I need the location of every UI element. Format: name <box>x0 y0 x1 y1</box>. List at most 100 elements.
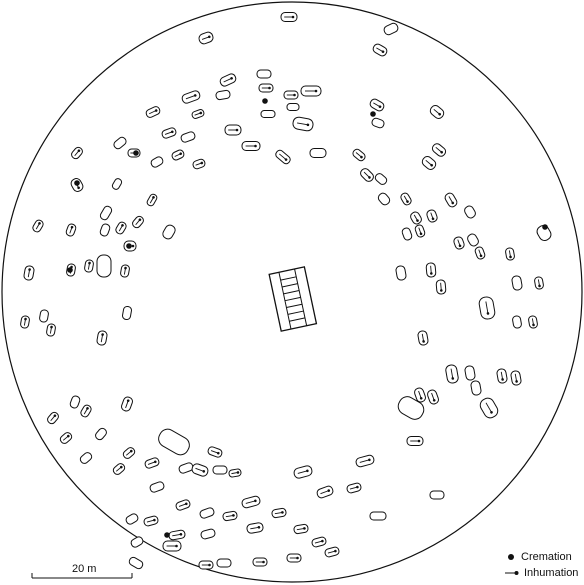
cremation-dot-icon <box>508 554 514 560</box>
grave-outline <box>425 262 437 278</box>
grave-outline <box>479 397 499 419</box>
grave-outline <box>216 558 232 568</box>
grave-outline <box>406 436 424 446</box>
grave-outline <box>96 330 108 346</box>
grave-outline <box>180 131 196 143</box>
grave-outline <box>286 553 302 563</box>
legend: Cremation Inhumation <box>505 549 578 581</box>
grave-outline <box>324 546 340 558</box>
grave-outline <box>69 395 81 409</box>
grave-outline <box>528 315 538 329</box>
grave-outline <box>467 233 479 247</box>
grave-outline <box>293 523 309 535</box>
grave-outline <box>258 83 274 93</box>
grave-outline <box>199 507 215 519</box>
grave-outline <box>121 396 133 412</box>
grave-outline <box>143 515 159 527</box>
grave-outline <box>426 209 438 223</box>
grave-outline <box>410 211 422 225</box>
graves-layer <box>20 12 552 570</box>
grave-outline <box>421 156 437 170</box>
grave-outline <box>252 557 268 567</box>
grave-outline <box>435 279 447 295</box>
central-structure <box>268 266 318 332</box>
scale-bar-label: 20 m <box>72 563 97 575</box>
grave-outline <box>510 370 522 386</box>
grave-outline <box>162 540 182 552</box>
legend-inhumation-label: Inhumation <box>524 567 579 579</box>
grave-outline <box>128 556 144 570</box>
grave-outline <box>431 143 447 157</box>
grave-outline <box>79 452 93 464</box>
grave-outline <box>150 156 164 168</box>
grave-outline <box>355 454 375 468</box>
grave-outline <box>293 465 313 479</box>
grave-outline <box>212 465 228 475</box>
grave-outline <box>181 90 201 104</box>
grave-outline <box>162 224 176 240</box>
grave-outline <box>400 192 412 206</box>
grave-outline <box>207 446 223 458</box>
inhumation-arrow-icon <box>505 571 519 575</box>
cremation-dot <box>74 180 80 186</box>
grave-outline <box>224 124 242 136</box>
grave-outline <box>71 146 83 160</box>
grave-outline <box>271 507 287 519</box>
grave-outline <box>241 141 261 151</box>
grave-outline <box>453 236 465 250</box>
grave-outline <box>429 490 445 500</box>
grave-outline <box>292 116 314 132</box>
grave-outline <box>120 264 130 278</box>
grave-outline <box>144 457 160 469</box>
grave-outline <box>417 330 429 346</box>
grave-outline <box>260 110 276 118</box>
grave-outline <box>496 368 508 384</box>
grave-outline <box>46 323 56 337</box>
grave-outline <box>95 427 107 441</box>
grave-outline <box>215 89 231 101</box>
grave-outline <box>372 43 388 57</box>
grave-outline <box>198 31 214 45</box>
grave-outline <box>311 536 327 548</box>
grave-outline <box>132 215 144 229</box>
grave-outline <box>198 560 214 570</box>
grave-outline <box>401 227 413 241</box>
grave-outline <box>65 223 77 237</box>
grave-outline <box>283 90 299 100</box>
grave-outline <box>111 178 123 190</box>
grave-outline <box>145 106 161 118</box>
grave-outline <box>241 495 261 509</box>
cremation-dot <box>164 532 170 538</box>
grave-outline <box>23 265 35 281</box>
grave-outline <box>505 247 515 261</box>
grave-outline <box>383 22 399 36</box>
grave-outline <box>371 117 385 129</box>
grave-outline <box>158 428 190 456</box>
grave-outline <box>146 193 158 207</box>
grave-outline <box>178 462 194 474</box>
grave-outline <box>122 305 132 321</box>
grave-outline <box>377 192 391 206</box>
grave-outline <box>115 221 127 235</box>
grave-outline <box>470 380 482 396</box>
legend-cremation: Cremation <box>505 549 578 565</box>
grave-outline <box>84 259 94 273</box>
grave-outline <box>228 468 242 478</box>
grave-outline <box>130 536 144 548</box>
cremation-dot <box>126 243 132 249</box>
grave-outline <box>99 205 113 221</box>
grave-outline <box>445 364 459 384</box>
grave-outline <box>464 205 476 219</box>
grave-outline <box>414 387 426 403</box>
grave-outline <box>536 225 552 241</box>
grave-outline <box>300 85 322 97</box>
grave-outline <box>395 265 407 281</box>
grave-outline <box>369 98 385 112</box>
grave-outline <box>149 481 165 493</box>
grave-outline <box>175 499 191 511</box>
grave-outline <box>246 522 264 534</box>
grave-outline <box>374 173 388 185</box>
grave-outline <box>113 136 127 150</box>
